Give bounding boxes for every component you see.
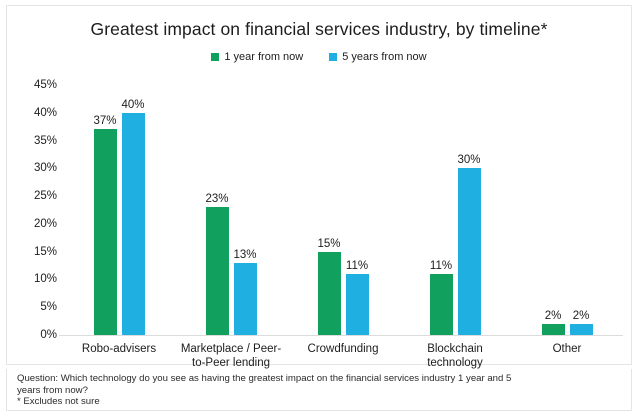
bar-item[interactable]: 23%	[205, 72, 229, 335]
bar[interactable]	[569, 323, 593, 335]
bar-item[interactable]: 2%	[569, 72, 593, 335]
bar-value-label: 13%	[233, 248, 257, 261]
bar[interactable]	[345, 273, 369, 335]
bar[interactable]	[93, 129, 117, 335]
bar-group-bars: 37% 40%	[63, 72, 175, 335]
x-axis-category-line: Crowdfunding	[307, 343, 379, 355]
bar-item[interactable]: 37%	[93, 72, 117, 335]
bar-group: 23% 13%	[175, 72, 287, 335]
bar-value-label: 30%	[457, 154, 481, 167]
bar-value-label: 2%	[572, 309, 590, 322]
bar-group: 11% 30%	[399, 72, 511, 335]
bar-group: 2% 2%	[511, 72, 623, 335]
bar-group-bars: 11% 30%	[399, 72, 511, 335]
bar-group-bars: 15% 11%	[287, 72, 399, 335]
legend-label-series-2: 5 years from now	[342, 51, 427, 63]
y-axis: 45% 40% 35% 30% 25% 20% 15% 10% 5% 0%	[7, 72, 57, 366]
y-axis-tick: 45%	[33, 79, 57, 91]
y-axis-tick: 10%	[33, 273, 57, 286]
x-axis-category-label: Other	[511, 342, 623, 356]
x-axis-category-line: Blockchain	[427, 343, 483, 355]
x-axis-category-line: technology	[427, 357, 483, 369]
bar-value-label: 11%	[429, 259, 453, 272]
y-axis-tick: 35%	[33, 134, 57, 147]
bar[interactable]	[541, 323, 565, 335]
bar[interactable]	[317, 251, 341, 335]
legend-swatch-series-2	[329, 53, 338, 61]
chart-card: Greatest impact on financial services in…	[6, 5, 633, 369]
bar-item[interactable]: 15%	[317, 72, 341, 335]
bar-value-label: 15%	[317, 237, 341, 250]
y-axis-tick: 15%	[33, 245, 57, 258]
legend-swatch-series-1	[211, 53, 220, 61]
y-axis-tick: 5%	[40, 301, 57, 314]
bar-group-bars: 23% 13%	[175, 72, 287, 335]
footnote-line-3: * Excludes not sure	[17, 396, 100, 408]
bar-item[interactable]: 11%	[345, 72, 369, 335]
x-axis-category-label: Crowdfunding	[287, 342, 399, 356]
chart-legend: 1 year from now 5 years from now	[7, 51, 631, 63]
bar-value-label: 37%	[93, 115, 117, 128]
bar-item[interactable]: 13%	[233, 72, 257, 335]
footnote-line-1: Question: Which technology do you see as…	[17, 373, 512, 384]
bar-value-label: 23%	[205, 193, 229, 206]
x-axis-category-line: to-Peer lending	[192, 357, 270, 369]
bar-group: 15% 11%	[287, 72, 399, 335]
legend-item-series-2[interactable]: 5 years from now	[329, 51, 427, 63]
bar-group-bars: 2% 2%	[511, 72, 623, 335]
plot-area: 45% 40% 35% 30% 25% 20% 15% 10% 5% 0% 37% 40% Robo-…	[7, 72, 633, 369]
bar-item[interactable]: 40%	[121, 72, 145, 335]
y-axis-tick: 20%	[33, 217, 57, 230]
x-axis-category-label: Marketplace / Peer-to-Peer lending	[175, 342, 287, 370]
y-axis-tick: 30%	[33, 162, 57, 175]
x-axis-category-label: Blockchain technology	[399, 342, 511, 370]
x-axis-category-line: Other	[552, 343, 582, 355]
legend-label-series-1: 1 year from now	[224, 51, 304, 63]
bar-item[interactable]: 30%	[457, 72, 481, 335]
bar-value-label: 2%	[544, 309, 562, 322]
bar[interactable]	[233, 262, 257, 335]
x-axis-category-line: Robo-advisers	[81, 343, 157, 355]
y-axis-tick: 40%	[33, 106, 57, 119]
x-axis-category-label: Robo-advisers	[63, 342, 175, 356]
bar-item[interactable]: 11%	[429, 72, 453, 335]
footnote-panel: Question: Which technology do you see as…	[6, 369, 632, 411]
bar-value-label: 40%	[121, 98, 145, 111]
bar-item[interactable]: 2%	[541, 72, 565, 335]
bar[interactable]	[429, 273, 453, 335]
bar-group: 37% 40%	[63, 72, 175, 335]
chart-title: Greatest impact on financial services in…	[90, 19, 548, 39]
y-axis-tick: 25%	[33, 190, 57, 203]
bar[interactable]	[205, 207, 229, 335]
footnote-line-2: years from now?	[17, 384, 88, 396]
legend-item-series-1[interactable]: 1 year from now	[211, 51, 303, 63]
bar-value-label: 11%	[345, 259, 369, 272]
y-axis-tick: 0%	[40, 329, 57, 341]
bars-container: 37% 40% Robo-advisers 23% 13% Marketplace / P…	[63, 72, 623, 369]
x-axis-line	[59, 335, 623, 336]
x-axis-category-line: Marketplace / Peer-	[180, 343, 282, 355]
bar[interactable]	[121, 112, 145, 335]
bar[interactable]	[457, 168, 481, 335]
